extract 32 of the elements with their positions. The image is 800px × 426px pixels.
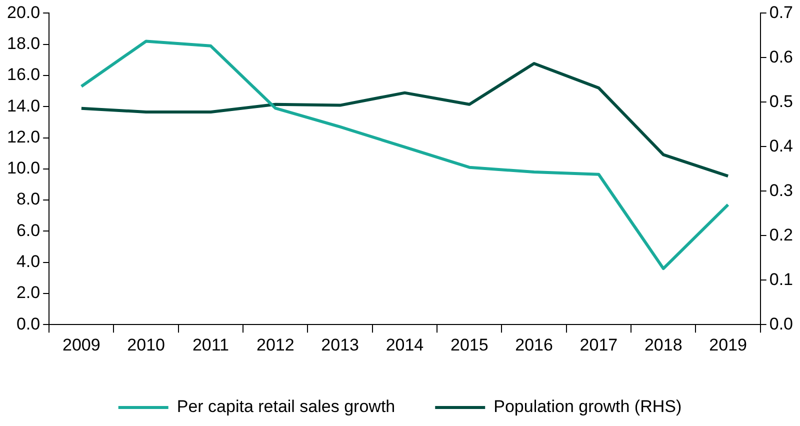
y-tick-label: 16.0 <box>6 65 40 84</box>
y-tick-label: 12.0 <box>6 127 40 146</box>
legend-label: Population growth (RHS) <box>494 397 682 416</box>
x-tick-label: 2019 <box>709 335 747 354</box>
y2-tick-label: 0.2 <box>769 225 794 244</box>
y-tick-label: 4.0 <box>16 252 40 272</box>
x-tick-label: 2011 <box>192 335 230 354</box>
y-tick-label: 10.0 <box>6 158 40 178</box>
y2-tick-label: 0.0 <box>769 314 794 334</box>
y-tick-label: 6.0 <box>16 220 40 240</box>
y2-tick-label: 0.7 <box>769 2 794 22</box>
y2-tick-label: 0.5 <box>769 92 794 111</box>
x-tick-label: 2013 <box>321 335 359 354</box>
y2-tick-label: 0.6 <box>769 47 794 66</box>
y-tick-label: 0.0 <box>16 314 40 334</box>
y-tick-label: 18.0 <box>6 34 40 54</box>
legend-label: Per capita retail sales growth <box>176 397 396 416</box>
x-tick-label: 2017 <box>580 335 618 354</box>
x-tick-label: 2010 <box>127 335 165 354</box>
y-tick-label: 20.0 <box>6 2 40 22</box>
y2-tick-label: 0.1 <box>769 270 794 289</box>
y-tick-label: 8.0 <box>16 190 40 209</box>
y-tick-label: 2.0 <box>16 283 40 302</box>
x-tick-label: 2009 <box>62 335 100 354</box>
x-tick-label: 2015 <box>450 335 488 354</box>
x-tick-label: 2016 <box>515 335 553 354</box>
x-tick-label: 2012 <box>256 335 294 354</box>
y2-tick-label: 0.3 <box>769 180 794 200</box>
y2-tick-label: 0.4 <box>769 136 794 156</box>
y-tick-label: 14.0 <box>6 96 40 116</box>
x-tick-label: 2014 <box>386 335 424 354</box>
x-tick-label: 2018 <box>644 335 682 354</box>
